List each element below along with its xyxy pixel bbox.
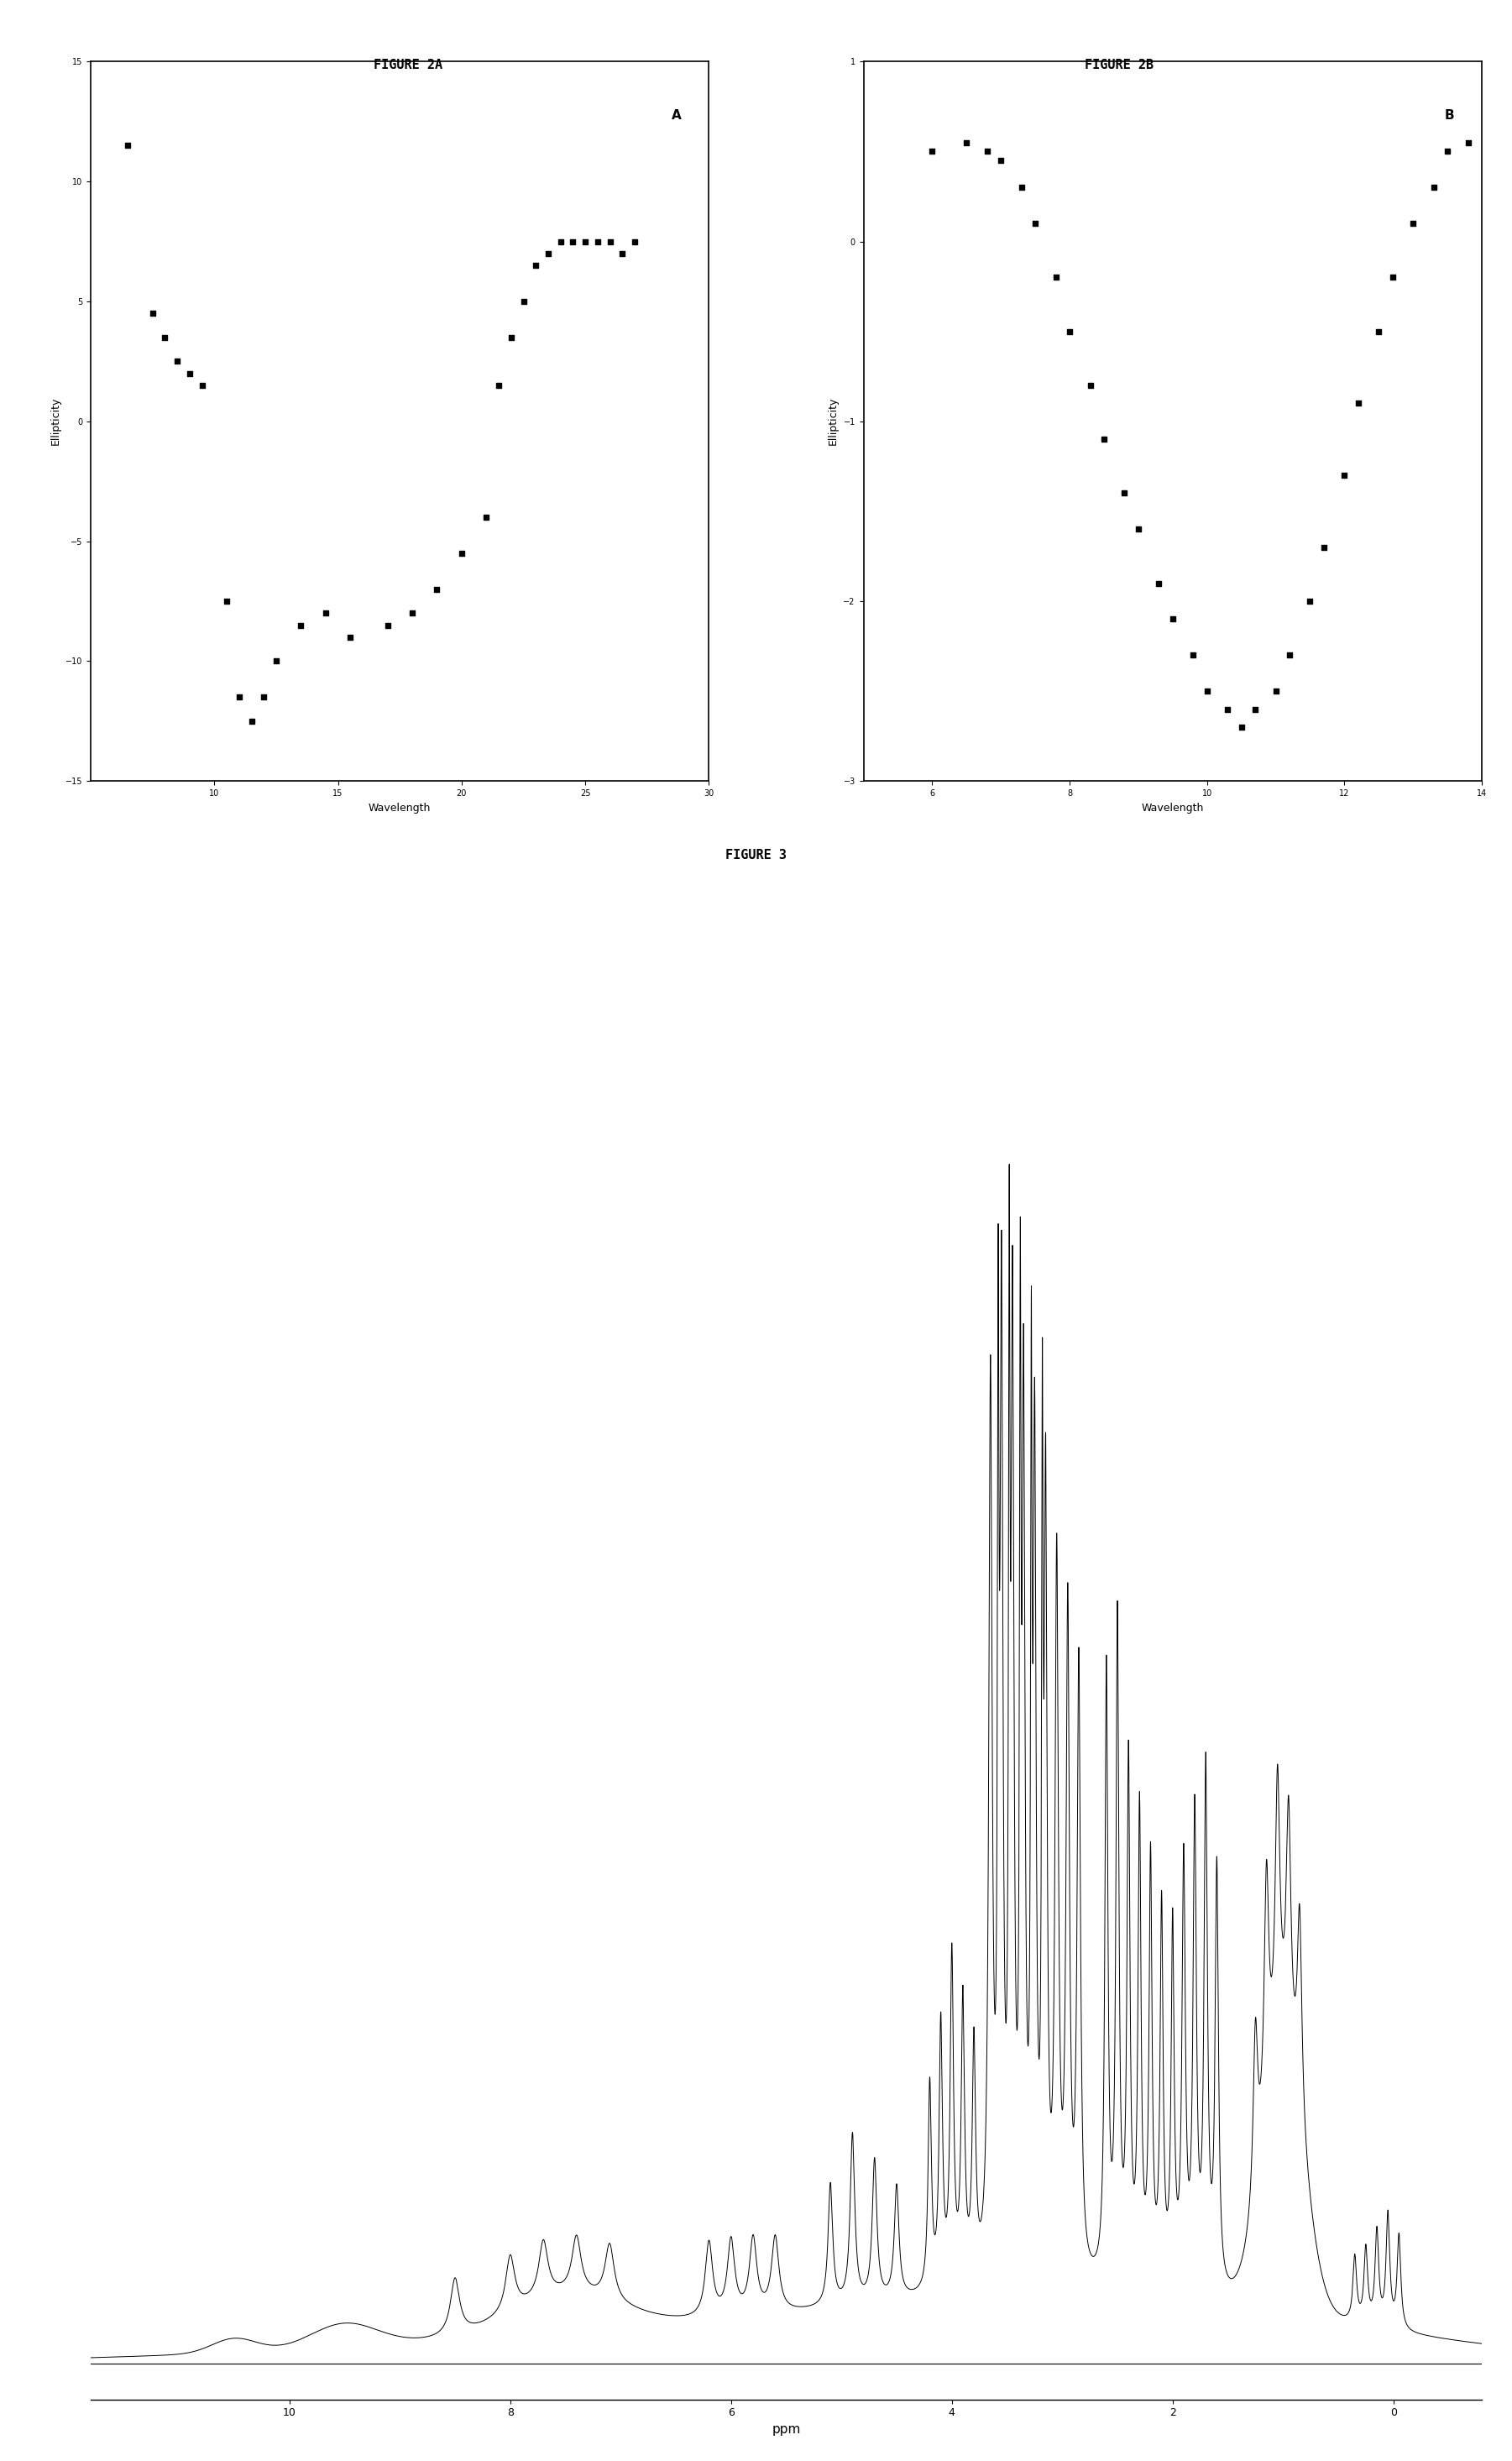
Point <box>1456 123 1480 162</box>
Point <box>1297 581 1321 620</box>
Point <box>1194 672 1219 711</box>
Point <box>1078 367 1102 406</box>
Point <box>511 281 535 320</box>
Point <box>339 618 363 657</box>
Point <box>251 677 275 716</box>
Point <box>1367 313 1391 352</box>
Point <box>975 133 999 172</box>
Point <box>1380 258 1405 298</box>
Point <box>585 221 609 261</box>
Point <box>1216 689 1240 728</box>
Point <box>313 593 337 632</box>
Point <box>1278 635 1302 674</box>
Point <box>177 354 201 394</box>
Point <box>449 534 473 573</box>
Point <box>265 642 289 682</box>
Point <box>1113 473 1137 512</box>
Point <box>623 221 647 261</box>
Point <box>1332 455 1356 495</box>
Y-axis label: Ellipticity: Ellipticity <box>827 396 839 445</box>
Point <box>611 234 635 273</box>
Point <box>1421 167 1445 207</box>
Point <box>239 701 263 741</box>
Point <box>165 342 189 381</box>
Point <box>573 221 597 261</box>
Point <box>1229 706 1253 746</box>
Text: FIGURE 2A: FIGURE 2A <box>373 59 443 71</box>
Point <box>921 133 945 172</box>
Point <box>289 605 313 645</box>
X-axis label: Wavelength: Wavelength <box>369 802 431 812</box>
Point <box>989 140 1013 180</box>
Point <box>1024 204 1048 244</box>
Point <box>141 293 165 332</box>
Point <box>475 497 499 536</box>
Point <box>1264 672 1288 711</box>
Point <box>191 367 215 406</box>
Text: FIGURE 2B: FIGURE 2B <box>1084 59 1154 71</box>
Point <box>227 677 251 716</box>
Point <box>1146 564 1170 603</box>
Point <box>549 221 573 261</box>
Point <box>597 221 621 261</box>
Point <box>375 605 399 645</box>
Point <box>1126 509 1151 549</box>
Point <box>215 581 239 620</box>
Point <box>1161 600 1185 640</box>
Point <box>1057 313 1081 352</box>
X-axis label: ppm: ppm <box>771 2424 801 2436</box>
Point <box>1402 204 1426 244</box>
Point <box>1092 421 1116 460</box>
Point <box>153 317 177 357</box>
Point <box>425 568 449 608</box>
Point <box>401 593 425 632</box>
Point <box>561 221 585 261</box>
Point <box>499 317 523 357</box>
Text: A: A <box>671 108 682 121</box>
Point <box>1043 258 1067 298</box>
Point <box>537 234 561 273</box>
Point <box>1243 689 1267 728</box>
Point <box>954 123 978 162</box>
Point <box>1346 384 1370 423</box>
Point <box>116 126 141 165</box>
Text: B: B <box>1444 108 1455 121</box>
Point <box>523 246 547 285</box>
X-axis label: Wavelength: Wavelength <box>1142 802 1204 812</box>
Text: FIGURE 3: FIGURE 3 <box>726 849 786 861</box>
Point <box>1435 133 1459 172</box>
Point <box>1312 527 1337 566</box>
Point <box>1010 167 1034 207</box>
Y-axis label: Ellipticity: Ellipticity <box>50 396 60 445</box>
Point <box>487 367 511 406</box>
Point <box>1181 635 1205 674</box>
